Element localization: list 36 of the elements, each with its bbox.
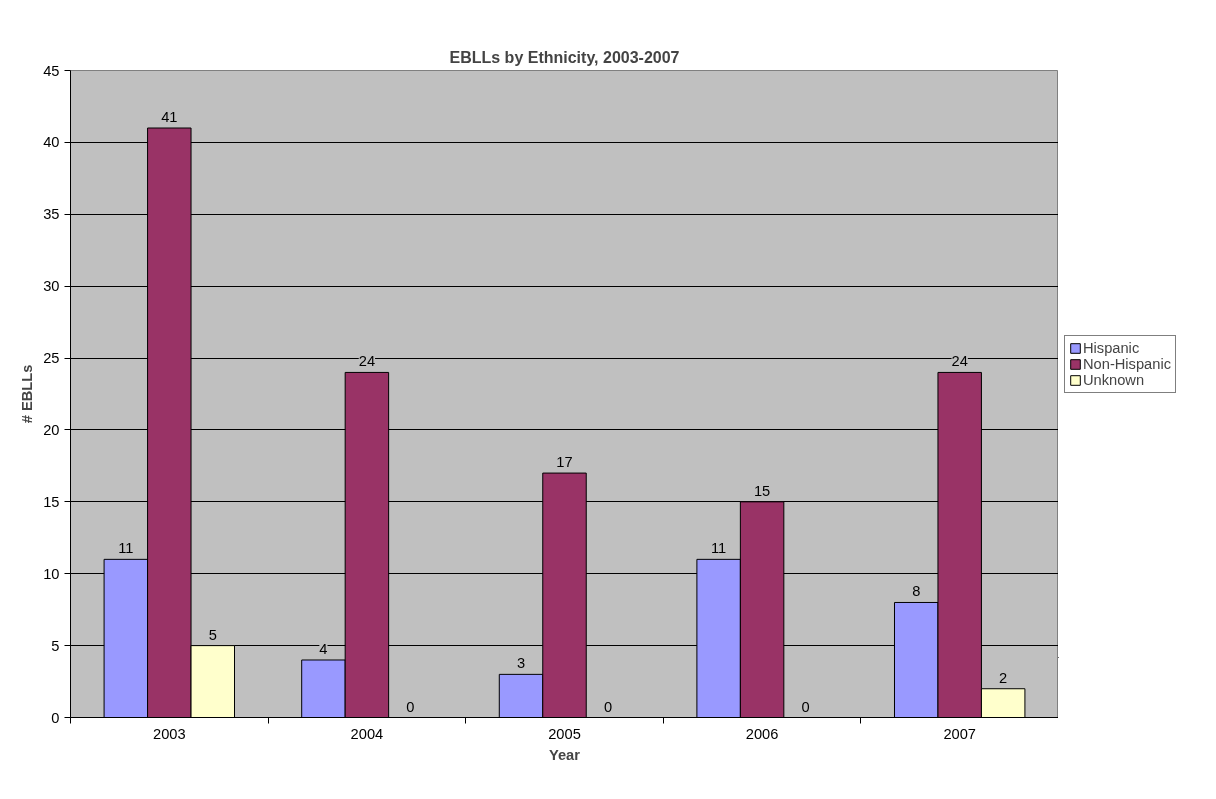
data-label: 0 — [406, 698, 415, 715]
data-label: 8 — [912, 583, 921, 600]
legend-label: Unknown — [1083, 371, 1145, 388]
legend-label: Hispanic — [1083, 339, 1140, 356]
y-tick-label: 0 — [51, 709, 60, 726]
data-label: 2 — [999, 669, 1008, 686]
x-axis-title: Year — [549, 746, 581, 763]
data-label: 15 — [753, 482, 771, 499]
y-tick-label: 20 — [43, 421, 60, 438]
x-tick-label: 2003 — [153, 725, 186, 742]
x-tick-label: 2005 — [548, 725, 581, 742]
data-label: 11 — [118, 540, 134, 557]
y-tick-label: 35 — [43, 206, 60, 223]
x-tick-label: 2007 — [943, 725, 977, 742]
y-tick-label: 10 — [43, 565, 60, 582]
x-tick-label: 2004 — [350, 725, 384, 742]
data-label: 5 — [208, 626, 217, 643]
data-label: 24 — [951, 353, 968, 370]
y-tick-label: 25 — [43, 350, 60, 367]
y-axis-title: # EBLLs — [19, 364, 36, 424]
data-label: 4 — [319, 640, 328, 657]
y-tick-label: 30 — [43, 278, 60, 295]
data-label: 17 — [556, 454, 573, 471]
y-tick-label: 15 — [43, 493, 60, 510]
chart-title: EBLLs by Ethnicity, 2003-2007 — [449, 48, 680, 66]
y-tick-label: 5 — [51, 637, 60, 654]
data-label: 24 — [358, 353, 376, 370]
x-tick-label: 2006 — [745, 725, 779, 742]
y-tick-label: 45 — [43, 62, 60, 79]
data-label: 41 — [161, 109, 178, 126]
data-label: 3 — [516, 655, 526, 672]
data-label: 11 — [711, 540, 727, 557]
legend-label: Non-Hispanic — [1083, 355, 1171, 372]
data-label: 0 — [801, 698, 810, 715]
data-label: 0 — [603, 698, 613, 715]
y-tick-label: 40 — [43, 134, 60, 151]
